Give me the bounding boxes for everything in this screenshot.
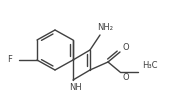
Text: O: O bbox=[123, 43, 129, 52]
Text: H₃C: H₃C bbox=[142, 60, 158, 69]
Text: F: F bbox=[7, 55, 13, 64]
Text: O: O bbox=[123, 74, 129, 83]
Text: NH: NH bbox=[70, 83, 82, 91]
Text: NH₂: NH₂ bbox=[97, 23, 113, 33]
